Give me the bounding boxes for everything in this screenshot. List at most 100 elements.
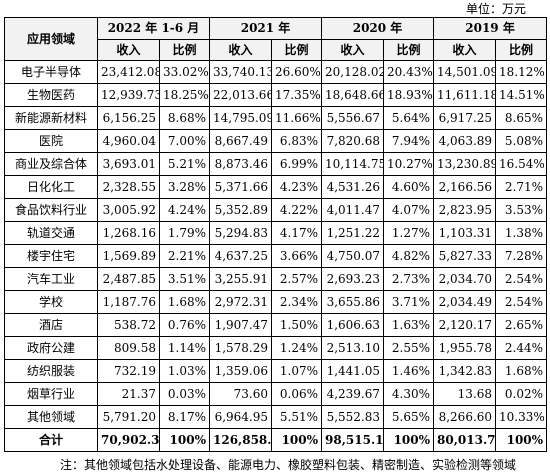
ratio-cell: 5.21% [159,152,210,176]
table-row: 电子半导体 23,412.08 33.02% 33,740.13 26.60% 20,12… [4,60,548,84]
revenue-header: 收入 [433,39,497,61]
revenue-cell: 4,063.89 [433,129,497,153]
revenue-cell: 4,637.25 [209,244,272,268]
revenue-cell: 1,342.83 [433,359,497,383]
field-cell: 商业及综合体 [4,152,98,176]
ratio-cell: 5.65% [383,405,435,429]
revenue-cell: 126,858.05 [209,428,272,452]
ratio-cell: 4.17% [270,221,323,245]
revenue-cell: 11,611.18 [433,83,497,107]
revenue-cell: 12,939.73 [97,83,160,107]
revenue-cell: 5,371.66 [209,175,272,199]
ratio-cell: 100% [383,428,435,452]
ratio-cell: 2.54% [495,290,548,314]
table-row: 酒店 538.72 0.76% 1,907.47 1.50% 1,606.63 1.63% 2… [4,313,548,337]
revenue-cell: 14,501.09 [433,60,497,84]
ratio-cell: 8.17% [159,405,210,429]
revenue-cell: 6,156.25 [97,106,160,130]
ratio-cell: 3.66% [270,244,323,268]
unit-label: 单位：万元 [465,2,526,16]
ratio-cell: 14.51% [495,83,548,107]
revenue-cell: 13.68 [433,382,497,406]
revenue-cell: 2,823.95 [433,198,497,222]
ratio-cell: 1.46% [383,359,435,383]
revenue-cell: 2,034.49 [433,290,497,314]
revenue-cell: 5,791.20 [97,405,160,429]
revenue-cell: 33,740.13 [209,60,272,84]
revenue-cell: 1,103.31 [433,221,497,245]
ratio-cell: 3.71% [383,290,435,314]
ratio-cell: 0.76% [159,313,210,337]
ratio-cell: 1.68% [495,359,548,383]
revenue-cell: 14,795.09 [209,106,272,130]
table-row: 医院 4,960.04 7.00% 8,667.49 6.83% 7,820.68 7.94… [4,129,548,153]
revenue-cell: 1,907.47 [209,313,272,337]
revenue-cell: 6,917.25 [433,106,497,130]
revenue-cell: 13,230.89 [433,152,497,176]
revenue-cell: 2,166.56 [433,175,497,199]
revenue-cell: 5,552.83 [321,405,385,429]
field-cell: 新能源新材料 [4,106,98,130]
revenue-cell: 21.37 [97,382,160,406]
field-cell: 医院 [4,129,98,153]
ratio-cell: 1.68% [159,290,210,314]
ratio-cell: 20.43% [383,60,435,84]
revenue-cell: 2,972.31 [209,290,272,314]
ratio-cell: 3.53% [495,198,548,222]
revenue-header: 收入 [97,39,160,61]
revenue-cell: 4,239.67 [321,382,385,406]
ratio-cell: 4.24% [159,198,210,222]
ratio-cell: 6.83% [270,129,323,153]
ratio-cell: 6.99% [270,152,323,176]
revenue-cell: 1,578.29 [209,336,272,360]
revenue-cell: 5,556.67 [321,106,385,130]
ratio-cell: 0.02% [495,382,548,406]
field-cell: 政府公建 [4,336,98,360]
ratio-cell: 1.27% [383,221,435,245]
field-cell: 合计 [4,428,98,452]
revenue-cell: 3,655.86 [321,290,385,314]
revenue-cell: 5,352.89 [209,198,272,222]
ratio-cell: 0.03% [159,382,210,406]
ratio-cell: 2.55% [383,336,435,360]
field-cell: 轨道交通 [4,221,98,245]
ratio-cell: 5.08% [495,129,548,153]
revenue-cell: 2,487.85 [97,267,160,291]
table-row: 学校 1,187.76 1.68% 2,972.31 2.34% 3,655.86 3.71… [4,290,548,314]
revenue-cell: 22,013.66 [209,83,272,107]
ratio-cell: 2.44% [495,336,548,360]
ratio-cell: 2.34% [270,290,323,314]
field-cell: 其他领域 [4,405,98,429]
ratio-cell: 0.06% [270,382,323,406]
field-cell: 日化化工 [4,175,98,199]
revenue-cell: 80,013.70 [433,428,497,452]
ratio-cell: 8.65% [495,106,548,130]
ratio-cell: 10.27% [383,152,435,176]
ratio-cell: 4.22% [270,198,323,222]
ratio-cell: 16.54% [495,152,548,176]
period-header: 2022 年 1-6 月 [97,17,210,40]
ratio-cell: 1.24% [270,336,323,360]
ratio-cell: 4.30% [383,382,435,406]
revenue-cell: 73.60 [209,382,272,406]
ratio-cell: 2.71% [495,175,548,199]
ratio-cell: 18.12% [495,60,548,84]
ratio-cell: 4.60% [383,175,435,199]
ratio-cell: 11.66% [270,106,323,130]
ratio-cell: 2.57% [270,267,323,291]
revenue-cell: 3,693.01 [97,152,160,176]
field-cell: 纺织服装 [4,359,98,383]
ratio-cell: 2.65% [495,313,548,337]
revenue-cell: 1,359.06 [209,359,272,383]
field-cell: 生物医药 [4,83,98,107]
field-cell: 学校 [4,290,98,314]
ratio-cell: 26.60% [270,60,323,84]
field-cell: 食品饮料行业 [4,198,98,222]
revenue-cell: 3,255.91 [209,267,272,291]
field-cell: 烟草行业 [4,382,98,406]
ratio-cell: 8.68% [159,106,210,130]
revenue-cell: 98,515.17 [321,428,385,452]
ratio-cell: 2.54% [495,267,548,291]
ratio-cell: 1.03% [159,359,210,383]
ratio-header: 比例 [495,39,548,61]
